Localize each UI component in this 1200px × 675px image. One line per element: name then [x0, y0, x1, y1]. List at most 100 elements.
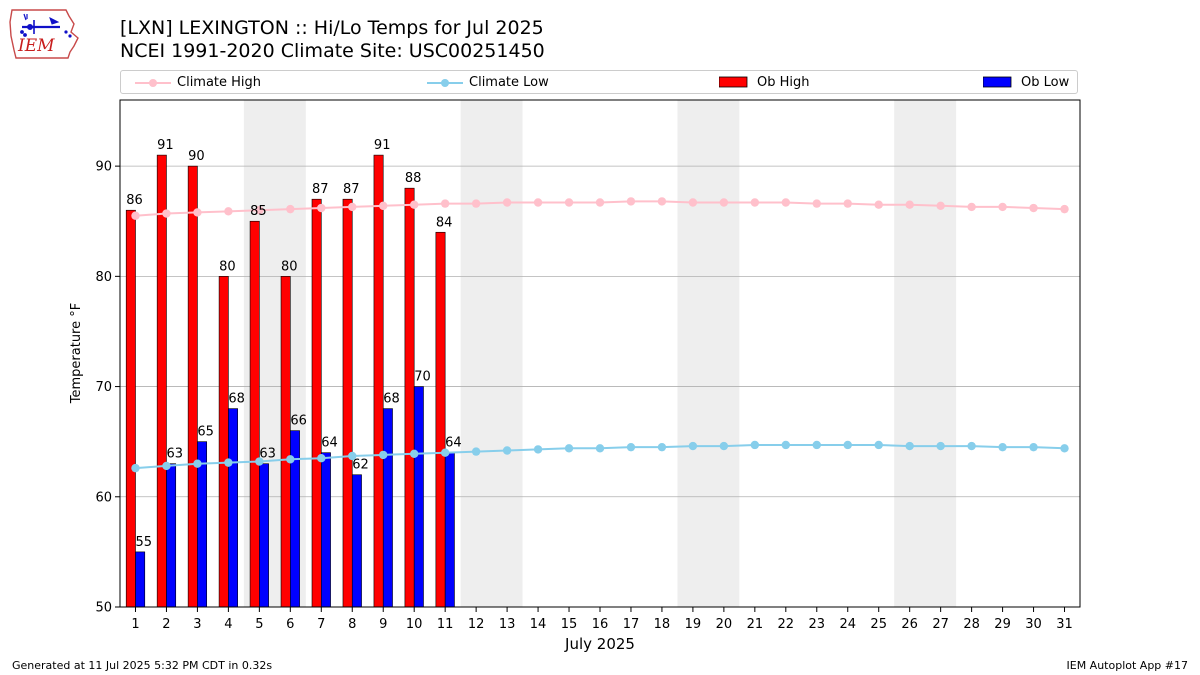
- climate-low-point-26: [905, 441, 914, 451]
- x-tick-label-26: 26: [901, 617, 918, 632]
- x-tick-label-13: 13: [499, 617, 516, 632]
- ob-low-bar-7: [320, 452, 331, 608]
- climate-low-point-25: [874, 440, 883, 450]
- ob-high-bar-6: [280, 276, 291, 608]
- ob-low-label-1: 55: [135, 535, 152, 550]
- ob-low-label-3: 65: [197, 425, 214, 440]
- y-axis-label: Temperature °F: [69, 303, 84, 404]
- legend-swatch-ob-high: [719, 76, 748, 88]
- climate-high-point-28: [967, 202, 976, 212]
- climate-low-point-22: [781, 440, 791, 450]
- climate-low-point-27: [936, 441, 945, 451]
- climate-low-point-9: [379, 450, 388, 460]
- climate-high-point-18: [657, 197, 667, 206]
- climate-low-point-13: [502, 446, 512, 455]
- ob-high-label-10: 88: [405, 171, 422, 186]
- climate-low-point-6: [286, 455, 295, 464]
- x-tick-label-3: 3: [193, 617, 201, 632]
- footer-app-text: IEM Autoplot App #17: [1066, 659, 1189, 672]
- climate-high-point-15: [564, 198, 574, 207]
- ob-high-label-2: 91: [157, 138, 174, 153]
- ob-high-bar-3: [187, 165, 198, 608]
- ob-low-label-4: 68: [228, 392, 245, 407]
- ob-high-bar-8: [342, 198, 353, 608]
- ob-low-label-10: 70: [414, 370, 431, 385]
- x-tick-label-8: 8: [348, 617, 356, 632]
- ob-high-label-9: 91: [374, 138, 391, 153]
- iem-logo-text: IEM: [17, 36, 55, 56]
- ob-high-bar-2: [156, 154, 167, 608]
- x-tick-label-23: 23: [809, 617, 826, 632]
- legend-label-ob-low: Ob Low: [1021, 75, 1070, 90]
- climate-low-point-4: [224, 458, 233, 467]
- x-tick-label-7: 7: [317, 617, 325, 632]
- climate-low-point-10: [409, 449, 419, 458]
- climate-high-point-30: [1029, 203, 1038, 213]
- climate-low-point-28: [967, 441, 976, 451]
- climate-high-point-24: [843, 199, 852, 208]
- ob-low-label-9: 68: [383, 392, 400, 407]
- climate-low-point-19: [688, 441, 698, 451]
- x-tick-label-25: 25: [870, 617, 887, 632]
- x-tick-label-27: 27: [932, 617, 949, 632]
- ob-low-label-8: 62: [352, 458, 369, 473]
- climate-high-point-7: [317, 203, 326, 213]
- climate-low-point-23: [812, 440, 821, 450]
- climate-low-point-1: [131, 463, 140, 473]
- climate-low-point-21: [750, 440, 760, 450]
- x-tick-label-16: 16: [592, 617, 609, 632]
- ob-low-label-7: 64: [321, 436, 338, 451]
- x-tick-label-18: 18: [654, 617, 671, 632]
- climate-high-point-29: [998, 202, 1007, 212]
- legend-swatch-climate-high: [135, 79, 171, 87]
- climate-high-point-4: [224, 207, 233, 216]
- chart-subtitle: NCEI 1991-2020 Climate Site: USC00251450: [120, 40, 545, 62]
- climate-high-point-16: [595, 198, 605, 207]
- x-tick-label-11: 11: [437, 617, 454, 632]
- x-tick-label-31: 31: [1056, 617, 1073, 632]
- climate-low-point-3: [193, 459, 202, 468]
- ob-high-bar-10: [404, 187, 415, 608]
- climate-high-point-9: [379, 201, 388, 211]
- climate-low-point-14: [533, 445, 543, 454]
- climate-low-point-12: [471, 447, 481, 456]
- climate-high-point-8: [348, 202, 357, 212]
- climate-low-point-5: [255, 457, 264, 466]
- ob-high-label-6: 80: [281, 259, 298, 274]
- ob-high-bar-4: [218, 276, 229, 608]
- climate-high-point-6: [286, 204, 295, 214]
- climate-low-point-8: [348, 451, 357, 461]
- climate-low-point-7: [317, 454, 326, 463]
- ob-high-label-11: 84: [436, 215, 453, 230]
- climate-low-point-18: [657, 442, 667, 452]
- climate-high-point-21: [750, 198, 760, 207]
- climate-low-point-24: [843, 440, 852, 450]
- x-tick-label-28: 28: [963, 617, 980, 632]
- climate-high-point-11: [440, 199, 450, 208]
- legend-swatch-climate-low: [427, 79, 463, 87]
- ob-low-bar-4: [228, 408, 238, 608]
- x-tick-label-15: 15: [561, 617, 578, 632]
- x-tick-label-5: 5: [255, 617, 263, 632]
- climate-high-point-20: [719, 198, 729, 207]
- legend-label-climate-high: Climate High: [177, 75, 262, 90]
- legend: Climate High Climate Low Ob High Ob Low: [120, 70, 1078, 94]
- chart-title: [LXN] LEXINGTON :: Hi/Lo Temps for Jul 2…: [120, 17, 544, 39]
- legend-swatch-ob-low: [983, 76, 1012, 88]
- climate-high-point-2: [162, 209, 171, 218]
- climate-high-point-25: [874, 200, 883, 209]
- weekend-shade-4: [894, 100, 957, 607]
- gridlines: [120, 165, 1080, 498]
- x-tick-label-10: 10: [406, 617, 423, 632]
- climate-high-point-26: [905, 200, 914, 209]
- climate-high-point-31: [1060, 204, 1069, 214]
- x-tick-label-29: 29: [994, 617, 1011, 632]
- ob-low-bar-8: [351, 474, 362, 608]
- climate-high-point-14: [533, 198, 543, 207]
- ob-low-bar-11: [444, 452, 455, 608]
- y-tick-label-50: 50: [95, 601, 112, 616]
- climate-high-point-23: [812, 199, 821, 208]
- ob-high-label-4: 80: [219, 259, 236, 274]
- x-tick-label-24: 24: [839, 617, 856, 632]
